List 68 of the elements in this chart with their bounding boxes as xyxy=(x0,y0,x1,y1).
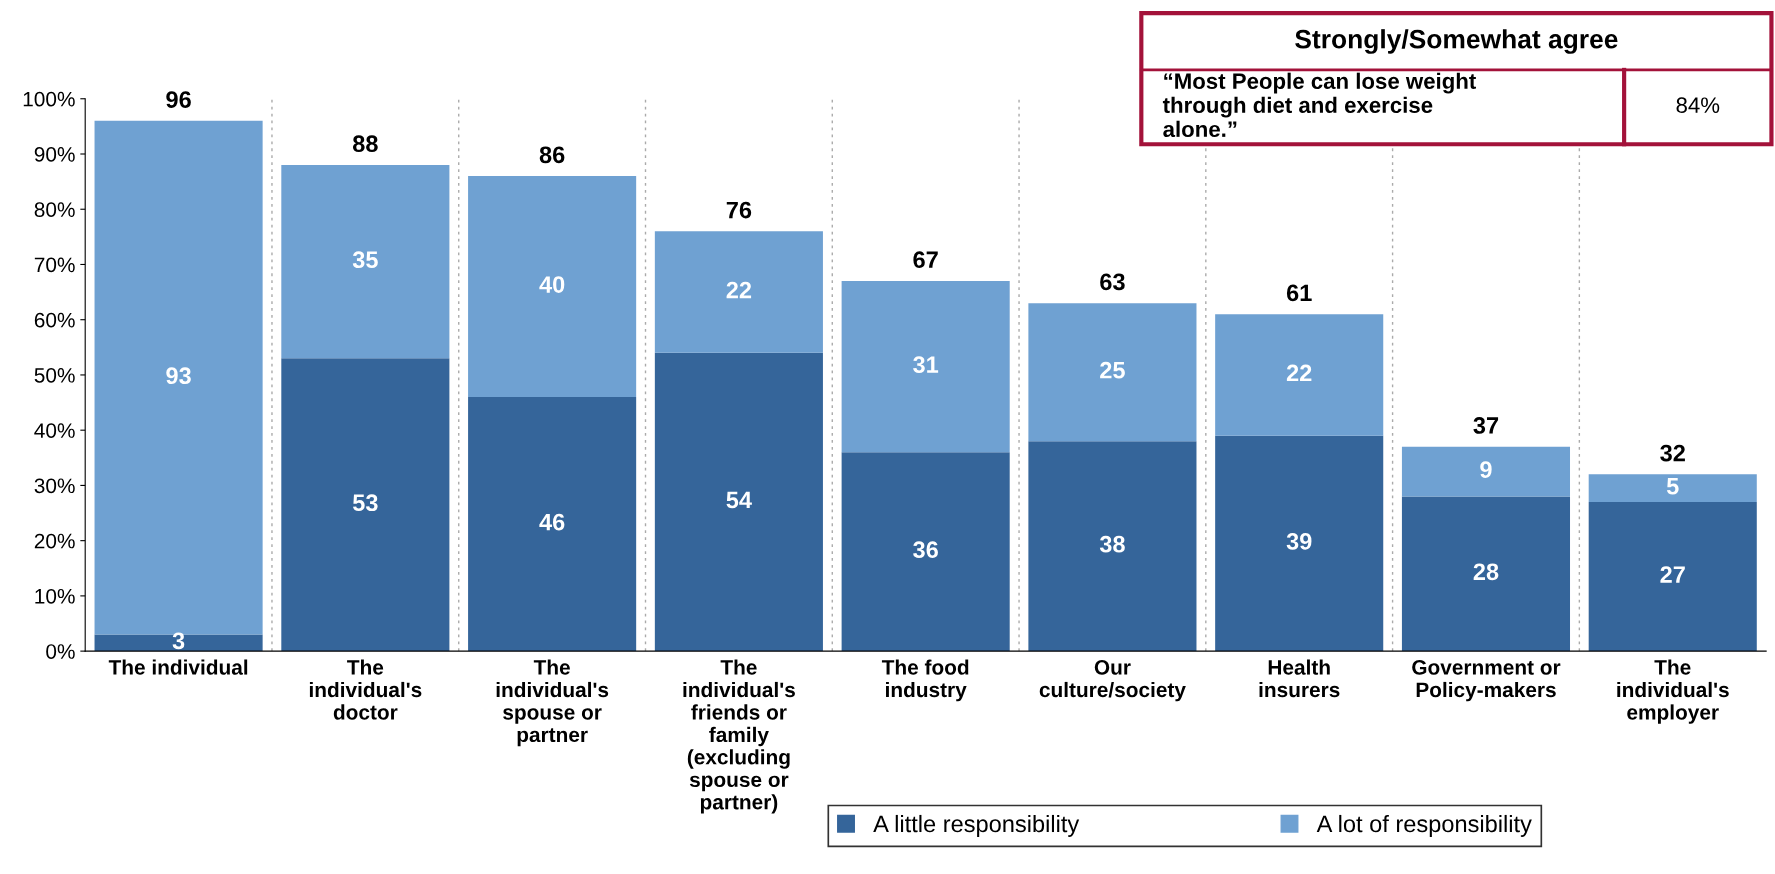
data-label: 38 xyxy=(1099,535,1125,553)
bar xyxy=(1588,474,1757,502)
bar xyxy=(654,352,823,652)
y-tick-label: 20% xyxy=(34,533,75,549)
total-label: 76 xyxy=(726,201,752,219)
total-label: 61 xyxy=(1286,284,1312,302)
bar xyxy=(1401,446,1571,497)
data-label: 54 xyxy=(726,491,752,509)
data-label: 39 xyxy=(1286,533,1312,550)
data-label: 35 xyxy=(352,251,378,269)
x-tick-label: The food industry xyxy=(881,659,969,702)
y-tick-label: 10% xyxy=(35,588,75,604)
data-label: 36 xyxy=(913,541,938,559)
annotation: 84% xyxy=(1676,97,1720,114)
bar xyxy=(468,176,637,398)
bar xyxy=(1215,435,1384,652)
y-tick-label: 30% xyxy=(34,478,75,494)
y-tick-label: 100% xyxy=(23,91,75,107)
data-label: 25 xyxy=(1100,361,1125,379)
y-tick-label: 50% xyxy=(34,367,75,383)
total-label: 67 xyxy=(913,251,938,269)
total-label: 96 xyxy=(166,91,191,108)
data-label: 28 xyxy=(1473,563,1499,581)
total-label: 86 xyxy=(539,146,565,164)
total-label: 63 xyxy=(1100,273,1125,291)
x-tick-label: Government or Policy-makers xyxy=(1412,660,1561,702)
bar xyxy=(1588,501,1757,652)
data-label: 22 xyxy=(726,281,752,299)
data-label: 93 xyxy=(166,367,191,385)
bar xyxy=(841,281,1010,453)
x-tick-label: The individual's doctor xyxy=(309,659,422,720)
y-tick-label: 40% xyxy=(34,423,75,438)
data-label: 9 xyxy=(1480,461,1492,478)
y-tick-label: 60% xyxy=(34,312,75,328)
data-label: 27 xyxy=(1660,566,1685,583)
bar xyxy=(468,397,637,652)
y-tick-label: 0% xyxy=(46,644,75,659)
bar xyxy=(841,452,1010,652)
total-label: 37 xyxy=(1473,417,1499,434)
bar xyxy=(1401,496,1571,652)
data-label: 46 xyxy=(539,513,565,531)
total-label: 88 xyxy=(352,135,378,153)
x-tick-label: The individual's spouse or partner xyxy=(496,659,609,747)
bar xyxy=(1028,303,1197,442)
x-tick-label: Health insurers xyxy=(1259,659,1340,698)
x-tick-label: The individual's friends or family (excluding spouse or partner) xyxy=(683,659,795,814)
data-label: 31 xyxy=(913,356,939,374)
total-label: 32 xyxy=(1660,444,1685,462)
y-tick-label: 70% xyxy=(34,257,75,273)
bar xyxy=(1215,314,1384,436)
bar xyxy=(281,165,450,359)
annotation: “Most People can lose weight through diet and exercise alone.” xyxy=(1162,72,1476,138)
data-label: 53 xyxy=(352,494,378,512)
x-tick-label: Our culture/society xyxy=(1039,660,1186,702)
text: Strongly/Somewhat agree xyxy=(1295,29,1618,54)
data-label: 40 xyxy=(539,276,565,293)
x-tick-label: The individual xyxy=(108,659,248,675)
data-label: 3 xyxy=(172,632,185,650)
y-tick-label: 90% xyxy=(34,147,75,162)
y-tick-label: 80% xyxy=(34,202,75,217)
bar xyxy=(654,231,823,353)
legend-label: A little responsibility xyxy=(873,814,1080,837)
data-label: 5 xyxy=(1666,478,1679,495)
bar xyxy=(281,358,450,652)
x-tick-label: The individual's employer xyxy=(1617,659,1729,724)
bar xyxy=(1028,441,1197,652)
legend-label: A lot of responsibility xyxy=(1316,814,1532,837)
data-label: 22 xyxy=(1286,364,1312,382)
